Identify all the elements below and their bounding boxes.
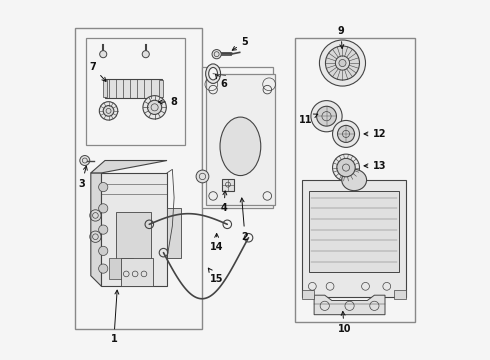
FancyBboxPatch shape xyxy=(105,79,162,99)
Text: 14: 14 xyxy=(210,234,223,252)
Circle shape xyxy=(212,50,221,59)
Circle shape xyxy=(98,225,108,234)
Text: 3: 3 xyxy=(78,166,87,189)
FancyBboxPatch shape xyxy=(222,179,234,191)
Text: 12: 12 xyxy=(364,129,387,139)
Text: 15: 15 xyxy=(208,268,223,284)
Circle shape xyxy=(99,102,118,120)
FancyBboxPatch shape xyxy=(116,212,151,261)
Text: 4: 4 xyxy=(220,191,227,213)
Circle shape xyxy=(99,51,107,58)
Circle shape xyxy=(98,183,108,192)
Text: 13: 13 xyxy=(364,161,387,171)
Ellipse shape xyxy=(342,169,367,191)
Text: 8: 8 xyxy=(158,97,177,107)
FancyBboxPatch shape xyxy=(309,191,399,272)
FancyBboxPatch shape xyxy=(121,258,153,286)
Circle shape xyxy=(333,121,360,147)
Circle shape xyxy=(196,170,209,183)
Circle shape xyxy=(143,96,166,119)
Circle shape xyxy=(311,100,342,132)
Text: 1: 1 xyxy=(110,290,119,345)
Text: 11: 11 xyxy=(298,114,318,125)
Polygon shape xyxy=(91,161,167,173)
Circle shape xyxy=(98,204,108,213)
FancyBboxPatch shape xyxy=(302,180,406,297)
Circle shape xyxy=(339,59,346,67)
FancyBboxPatch shape xyxy=(101,173,167,286)
Circle shape xyxy=(98,246,108,256)
FancyBboxPatch shape xyxy=(75,28,202,329)
Circle shape xyxy=(338,125,355,143)
Text: 9: 9 xyxy=(337,26,344,49)
Circle shape xyxy=(142,51,149,58)
Polygon shape xyxy=(91,173,101,286)
FancyBboxPatch shape xyxy=(103,80,107,98)
Text: 6: 6 xyxy=(216,75,227,89)
Circle shape xyxy=(147,100,162,114)
Ellipse shape xyxy=(206,64,220,84)
FancyBboxPatch shape xyxy=(109,258,133,279)
Circle shape xyxy=(333,154,360,181)
Text: 10: 10 xyxy=(338,311,351,334)
Ellipse shape xyxy=(220,117,261,176)
FancyBboxPatch shape xyxy=(206,74,275,205)
FancyBboxPatch shape xyxy=(294,38,415,322)
Circle shape xyxy=(337,158,355,177)
Circle shape xyxy=(325,46,360,80)
Ellipse shape xyxy=(209,67,218,80)
FancyBboxPatch shape xyxy=(394,290,406,299)
Circle shape xyxy=(80,156,90,166)
FancyBboxPatch shape xyxy=(302,290,314,299)
FancyBboxPatch shape xyxy=(85,38,185,145)
FancyBboxPatch shape xyxy=(167,208,181,258)
FancyBboxPatch shape xyxy=(159,80,163,98)
Text: 7: 7 xyxy=(89,62,106,81)
Circle shape xyxy=(317,106,337,126)
FancyBboxPatch shape xyxy=(202,67,273,208)
Text: 5: 5 xyxy=(232,37,248,50)
Circle shape xyxy=(98,264,108,273)
Polygon shape xyxy=(314,295,385,315)
Text: 2: 2 xyxy=(240,198,248,242)
Circle shape xyxy=(103,105,114,116)
Circle shape xyxy=(319,40,366,86)
